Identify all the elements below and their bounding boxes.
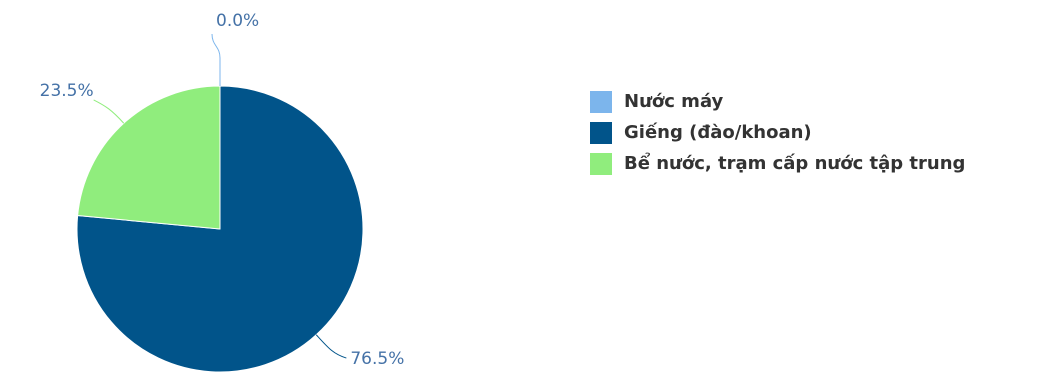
pie-slices [76, 85, 364, 373]
label-connectors [93, 33, 347, 359]
connector-gieng-dao-khoan [315, 334, 347, 359]
connector-be-nuoc-tram-cap-nuoc-tap-trung [93, 99, 125, 124]
legend-label: Giếng (đào/khoan) [624, 122, 812, 143]
pie-chart: 0.0% 76.5% 23.5% [40, 11, 405, 373]
legend-item-be-nuoc-tram-cap-nuoc-tap-trung[interactable]: Bể nước, trạm cấp nước tập trung [590, 148, 965, 179]
data-labels: 0.0% 76.5% 23.5% [40, 11, 405, 369]
legend-swatch [590, 90, 612, 113]
data-label-be-nuoc-tram-cap-nuoc-tap-trung: 23.5% [40, 81, 94, 101]
legend: Nước máy Giếng (đào/khoan) Bể nước, trạm c… [590, 86, 965, 179]
pie-slice-gieng-dao-khoan[interactable] [76, 85, 364, 373]
legend-swatch [590, 121, 612, 144]
data-label-gieng-dao-khoan: 76.5% [350, 349, 404, 369]
legend-item-gieng-dao-khoan[interactable]: Giếng (đào/khoan) [590, 117, 965, 148]
legend-item-nuoc-may[interactable]: Nước máy [590, 86, 965, 117]
legend-label: Nước máy [624, 91, 724, 112]
legend-label: Bể nước, trạm cấp nước tập trung [624, 153, 966, 174]
data-label-nuoc-may: 0.0% [216, 11, 259, 31]
connector-nuoc-may [211, 33, 221, 86]
pie-slice-be-nuoc-tram-cap-nuoc-tap-trung[interactable] [77, 85, 221, 230]
legend-swatch [590, 152, 612, 175]
